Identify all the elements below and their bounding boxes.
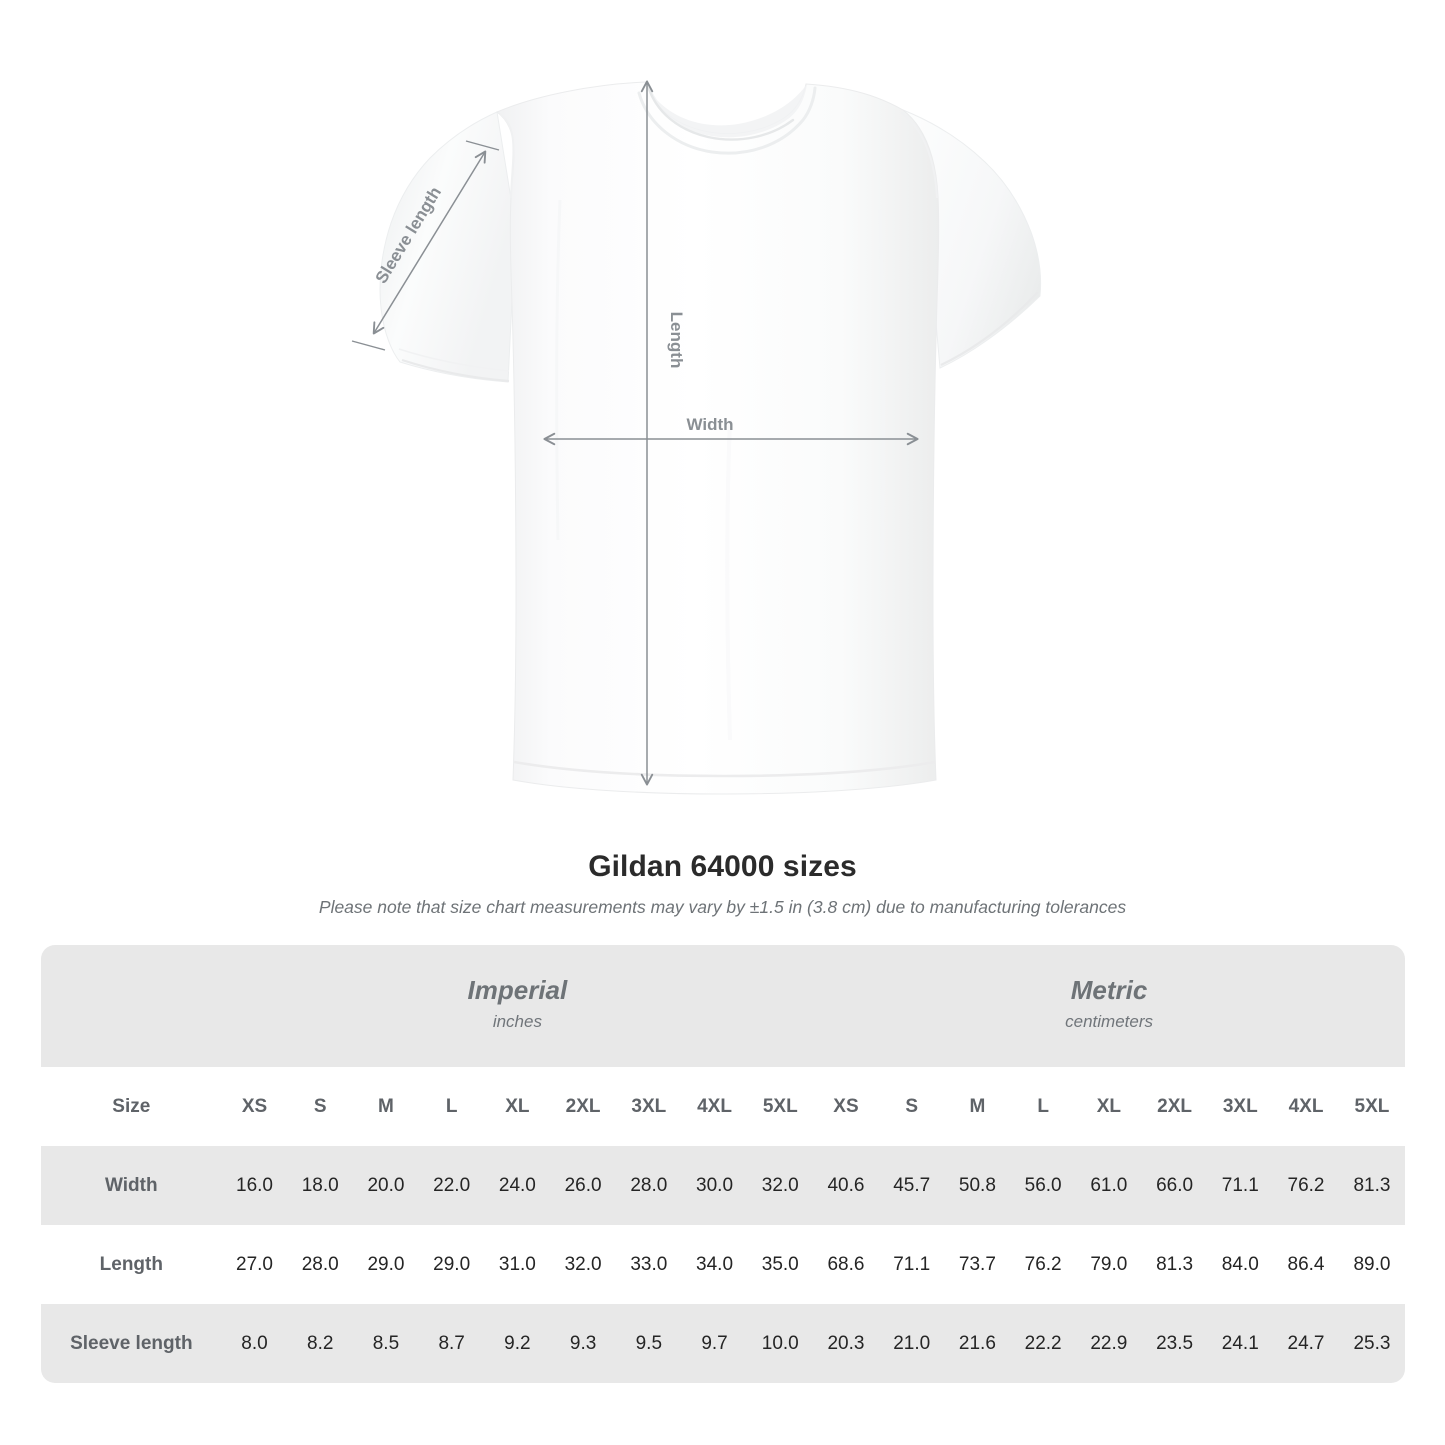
cell-length-metric-xl: 79.0 <box>1090 1253 1128 1275</box>
cell-width-metric-4xl: 76.2 <box>1287 1174 1325 1196</box>
size-header-imperial-xl: XL <box>505 1095 530 1117</box>
row-label-sleeve-length: Sleeve length <box>70 1332 193 1354</box>
cell-width-metric-xs: 40.6 <box>827 1174 865 1196</box>
unit-group-subtitle: inches <box>492 1012 542 1032</box>
cell-sleeve-length-imperial-s: 8.2 <box>307 1332 334 1354</box>
row-label-width: Width <box>105 1174 158 1196</box>
size-chart-table: Imperial inches Metric centimeters Size XS S M L… <box>41 945 1405 1383</box>
size-header-metric-2xl: 2XL <box>1157 1095 1192 1117</box>
size-header-metric-3xl: 3XL <box>1222 1095 1258 1117</box>
cell-sleeve-length-metric-l: 22.2 <box>1024 1332 1062 1354</box>
cell-width-metric-2xl: 66.0 <box>1156 1174 1194 1196</box>
cell-length-imperial-xl: 31.0 <box>498 1253 536 1275</box>
size-column-label: Size <box>112 1095 151 1117</box>
cell-sleeve-length-imperial-5xl: 10.0 <box>761 1332 799 1354</box>
cell-length-metric-xs: 68.6 <box>827 1253 865 1275</box>
tshirt-illustration <box>379 81 1042 795</box>
cell-length-imperial-3xl: 33.0 <box>630 1253 668 1275</box>
size-header-row: Size XS S M L XL 2XL 3XL 4XL 5XL XS S M L XL 2XL 3XL 4XL 5… <box>41 1067 1405 1146</box>
tshirt-measurement-diagram: Length Width Sleeve length <box>351 80 1042 795</box>
size-header-imperial-s: S <box>313 1095 327 1117</box>
unit-group-subtitle: centimeters <box>1065 1012 1153 1032</box>
page-title: Gildan 64000 sizes <box>588 850 857 883</box>
cell-length-imperial-4xl: 34.0 <box>696 1253 734 1275</box>
size-header-metric-xl: XL <box>1096 1095 1121 1117</box>
size-header-imperial-2xl: 2XL <box>565 1095 601 1117</box>
cell-sleeve-length-imperial-m: 8.5 <box>372 1332 400 1354</box>
cell-sleeve-length-metric-xs: 20.3 <box>827 1332 865 1354</box>
cell-length-metric-2xl: 81.3 <box>1156 1253 1194 1275</box>
size-header-imperial-l: L <box>445 1095 458 1117</box>
cell-length-imperial-xs: 27.0 <box>236 1253 273 1275</box>
cell-width-imperial-xs: 16.0 <box>236 1174 273 1196</box>
cell-length-imperial-l: 29.0 <box>433 1253 471 1275</box>
size-header-metric-xs: XS <box>833 1095 859 1117</box>
cell-length-metric-s: 71.1 <box>893 1253 931 1275</box>
size-header-metric-s: S <box>905 1095 919 1117</box>
cell-sleeve-length-metric-m: 21.6 <box>958 1332 996 1354</box>
cell-width-imperial-m: 20.0 <box>367 1174 405 1196</box>
size-header-imperial-xs: XS <box>241 1095 268 1117</box>
unit-group-metric: Metric centimeters <box>813 945 1405 1067</box>
length-label: Length <box>667 312 686 369</box>
cell-sleeve-length-metric-xl: 22.9 <box>1090 1332 1128 1354</box>
cell-length-metric-l: 76.2 <box>1024 1253 1062 1275</box>
cell-sleeve-length-metric-2xl: 23.5 <box>1156 1332 1194 1354</box>
cell-length-imperial-m: 29.0 <box>367 1253 405 1275</box>
cell-length-metric-5xl: 89.0 <box>1353 1253 1391 1275</box>
unit-group-name: Imperial <box>467 974 568 1005</box>
size-header-imperial-4xl: 4XL <box>697 1095 732 1117</box>
table-row: Width 16.0 18.0 20.0 22.0 24.0 26.0 28.0 30.0 32.… <box>41 1146 1405 1225</box>
cell-width-metric-l: 56.0 <box>1024 1174 1062 1196</box>
cell-sleeve-length-metric-5xl: 25.3 <box>1353 1332 1391 1354</box>
cell-sleeve-length-imperial-2xl: 9.3 <box>569 1332 597 1354</box>
cell-width-metric-m: 50.8 <box>958 1174 996 1196</box>
cell-sleeve-length-imperial-3xl: 9.5 <box>635 1332 663 1354</box>
size-header-imperial-3xl: 3XL <box>631 1095 667 1117</box>
cell-sleeve-length-metric-3xl: 24.1 <box>1221 1332 1259 1354</box>
width-label: Width <box>686 415 733 434</box>
cell-width-metric-5xl: 81.3 <box>1353 1174 1391 1196</box>
cell-width-imperial-xl: 24.0 <box>498 1174 536 1196</box>
banner-spacer <box>41 945 222 1067</box>
cell-length-imperial-5xl: 35.0 <box>761 1253 799 1275</box>
size-header-imperial-5xl: 5XL <box>762 1095 798 1117</box>
cell-width-imperial-4xl: 30.0 <box>696 1174 734 1196</box>
table-row: Sleeve length 8.0 8.2 8.5 8.7 9.2 9.3 9.5 9.7 10.… <box>41 1304 1405 1383</box>
cell-sleeve-length-imperial-xs: 8.0 <box>241 1332 268 1354</box>
table-row: Length 27.0 28.0 29.0 29.0 31.0 32.0 33.0 34.0 35… <box>41 1225 1405 1304</box>
cell-length-imperial-s: 28.0 <box>301 1253 339 1275</box>
unit-group-name: Metric <box>1070 974 1148 1005</box>
cell-sleeve-length-imperial-l: 8.7 <box>438 1332 465 1354</box>
cell-width-metric-xl: 61.0 <box>1090 1174 1128 1196</box>
cell-length-metric-4xl: 86.4 <box>1287 1253 1325 1275</box>
cell-length-imperial-2xl: 32.0 <box>564 1253 602 1275</box>
cell-width-imperial-3xl: 28.0 <box>630 1174 668 1196</box>
cell-width-metric-3xl: 71.1 <box>1221 1174 1259 1196</box>
row-label-length: Length <box>99 1253 163 1275</box>
cell-sleeve-length-imperial-xl: 9.2 <box>504 1332 531 1354</box>
cell-width-imperial-5xl: 32.0 <box>761 1174 799 1196</box>
size-header-metric-5xl: 5XL <box>1354 1095 1390 1117</box>
sleeve-length-measure-line <box>351 140 500 351</box>
size-header-imperial-m: M <box>378 1095 394 1117</box>
cell-width-imperial-s: 18.0 <box>301 1174 339 1196</box>
cell-width-imperial-l: 22.0 <box>433 1174 471 1196</box>
cell-width-imperial-2xl: 26.0 <box>564 1174 602 1196</box>
measurement-tolerance-note: Please note that size chart measurements… <box>318 897 1127 917</box>
cell-length-metric-3xl: 84.0 <box>1221 1253 1259 1275</box>
size-header-metric-4xl: 4XL <box>1288 1095 1324 1117</box>
size-header-metric-l: L <box>1037 1095 1049 1117</box>
cell-width-metric-s: 45.7 <box>893 1174 931 1196</box>
unit-group-imperial: Imperial inches <box>221 945 814 1067</box>
unit-banner-row: Imperial inches Metric centimeters <box>41 945 1405 1067</box>
size-header-metric-m: M <box>969 1095 986 1117</box>
cell-length-metric-m: 73.7 <box>958 1253 996 1275</box>
cell-sleeve-length-imperial-4xl: 9.7 <box>701 1332 728 1354</box>
cell-sleeve-length-metric-4xl: 24.7 <box>1287 1332 1325 1354</box>
cell-sleeve-length-metric-s: 21.0 <box>893 1332 931 1354</box>
